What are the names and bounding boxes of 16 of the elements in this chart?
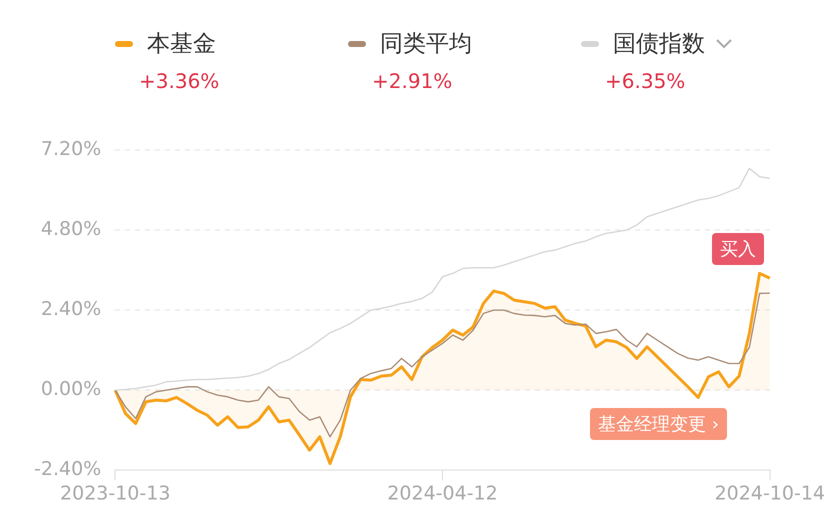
y-tick-label: 2.40% [40,298,102,320]
annotation: 基金经理变更 › [590,408,727,440]
y-tick-label: 0.00% [40,378,102,400]
y-tick-label: 7.20% [40,138,102,160]
x-tick-label: 2024-10-14 [714,482,825,505]
legend-label: 本基金 [147,30,216,59]
x-tick-label: 2024-04-12 [387,482,498,505]
y-tick-label: -2.40% [34,458,102,480]
legend-label: 同类平均 [380,30,472,59]
legend-label: 国债指数 [613,30,705,59]
text: +6.35% [605,69,686,93]
y-tick-label: 4.80% [40,218,102,240]
annotation: 买入 [712,233,764,265]
text: +3.36% [139,69,220,93]
text: +2.91% [372,69,454,93]
x-tick-label: 2023-10-13 [60,482,170,505]
